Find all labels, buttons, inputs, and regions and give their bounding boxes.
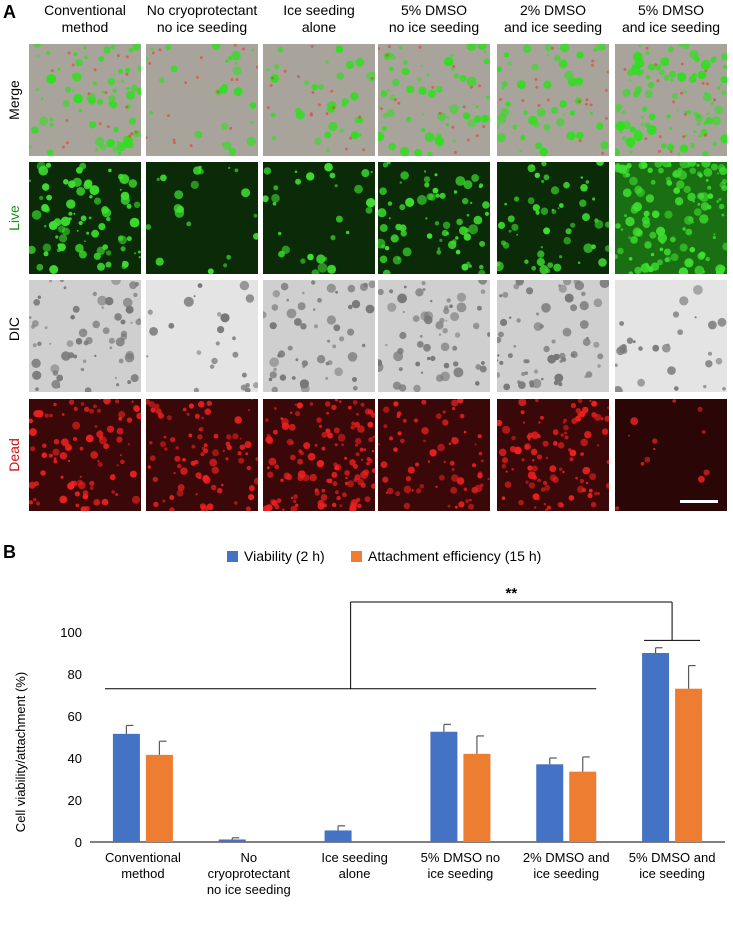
micrograph-merge xyxy=(378,44,490,156)
y-tick-label: 80 xyxy=(68,667,82,682)
micrograph-dic xyxy=(497,280,609,392)
panel-b-label: B xyxy=(3,542,16,562)
y-tick-label: 0 xyxy=(75,835,82,850)
y-tick-label: 20 xyxy=(68,793,82,808)
micrograph-live xyxy=(263,162,375,274)
row-label-live: Live xyxy=(6,205,22,231)
bar-viability xyxy=(324,830,352,842)
bar-attachment xyxy=(569,771,597,842)
column-header: 5% DMSO and ice seeding xyxy=(621,2,721,35)
bar-viability xyxy=(112,733,140,842)
micrograph-dead xyxy=(263,399,375,511)
x-tick-label: Conventional method xyxy=(105,850,181,881)
micrograph-dic xyxy=(29,280,141,392)
micrograph-merge xyxy=(29,44,141,156)
y-tick-label: 60 xyxy=(68,709,82,724)
bar-viability xyxy=(218,839,246,842)
significance-label: ** xyxy=(506,585,518,602)
micrograph-live xyxy=(615,162,727,274)
x-tick-label: 2% DMSO and ice seeding xyxy=(523,850,610,881)
micrograph-dead xyxy=(615,399,727,511)
micrograph-dic xyxy=(378,280,490,392)
scale-bar xyxy=(680,500,718,503)
column-header: 5% DMSO no ice seeding xyxy=(388,2,480,35)
bar-attachment xyxy=(145,754,173,842)
bar-viability xyxy=(430,731,458,842)
legend-label-viability: Viability (2 h) xyxy=(244,548,325,564)
micrograph-live xyxy=(378,162,490,274)
micrograph-dead xyxy=(497,399,609,511)
micrograph-merge xyxy=(497,44,609,156)
bar-attachment xyxy=(675,688,703,842)
column-header: Conventional method xyxy=(44,2,126,35)
micrograph-merge xyxy=(615,44,727,156)
micrograph-merge xyxy=(263,44,375,156)
micrograph-dead xyxy=(29,399,141,511)
column-header: Ice seeding alone xyxy=(283,2,355,35)
micrograph-live xyxy=(146,162,258,274)
bar-viability xyxy=(536,764,564,842)
legend-swatch-attachment xyxy=(351,550,362,562)
row-label-merge: Merge xyxy=(6,80,22,120)
row-label-dead: Dead xyxy=(6,438,22,472)
legend-swatch-viability xyxy=(227,550,238,562)
chart-legend: Viability (2 h) Attachment efficiency (1… xyxy=(0,548,733,568)
panel-a-label: A xyxy=(3,2,16,22)
y-tick-label: 40 xyxy=(68,751,82,766)
bar-viability xyxy=(642,653,670,842)
micrograph-dic xyxy=(146,280,258,392)
micrograph-dic xyxy=(615,280,727,392)
x-tick-label: 5% DMSO no ice seeding xyxy=(421,850,500,881)
y-tick-label: 100 xyxy=(60,625,82,640)
row-label-dic: DIC xyxy=(6,316,22,342)
bar-attachment xyxy=(463,753,491,842)
legend-label-attachment: Attachment efficiency (15 h) xyxy=(368,548,542,564)
x-tick-label: No cryoprotectant no ice seeding xyxy=(207,850,291,897)
micrograph-live xyxy=(29,162,141,274)
column-header: 2% DMSO and ice seeding xyxy=(503,2,603,35)
micrograph-dead xyxy=(146,399,258,511)
legend-item-viability: Viability (2 h) xyxy=(227,548,325,564)
x-tick-label: Ice seeding alone xyxy=(321,850,388,881)
micrograph-live xyxy=(497,162,609,274)
micrograph-dead xyxy=(378,399,490,511)
legend-item-attachment: Attachment efficiency (15 h) xyxy=(351,548,541,564)
micrograph-dic xyxy=(263,280,375,392)
micrograph-merge xyxy=(146,44,258,156)
column-header: No cryoprotectant no ice seeding xyxy=(146,2,258,35)
x-tick-label: 5% DMSO and ice seeding xyxy=(629,850,716,881)
y-axis-label: Cell viability/attachment (%) xyxy=(13,672,28,832)
